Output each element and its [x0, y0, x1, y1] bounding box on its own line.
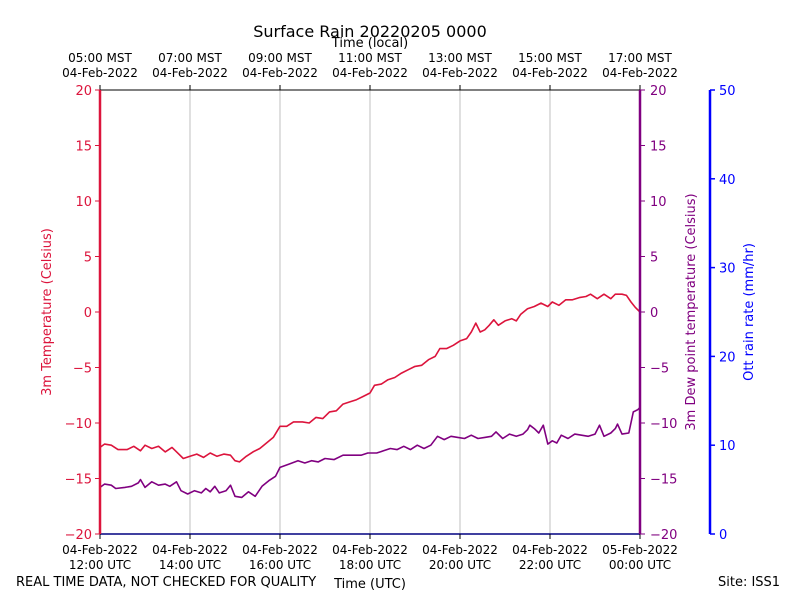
quality-note: REAL TIME DATA, NOT CHECKED FOR QUALITY [16, 575, 317, 590]
x-top-tick-label-time: 17:00 MST [608, 51, 672, 65]
x-top-tick-label-time: 09:00 MST [248, 51, 312, 65]
rain-y-tick-label: 30 [719, 262, 736, 277]
rain-y-tick-label: 10 [719, 439, 736, 454]
x-axis-bottom-label: Time (UTC) [333, 577, 406, 592]
left-y-tick-label: −20 [65, 528, 92, 543]
right-y-tick-label: 15 [650, 140, 667, 155]
right-y-tick-label: 5 [650, 251, 658, 266]
x-tick-label-date: 04-Feb-2022 [512, 543, 588, 557]
x-tick-label-date: 04-Feb-2022 [152, 543, 228, 557]
x-tick-label-time: 18:00 UTC [339, 558, 401, 572]
right-y-tick-label: −20 [650, 528, 677, 543]
x-tick-label-date: 04-Feb-2022 [332, 543, 408, 557]
chart-title: Surface Rain 20220205 0000 [253, 22, 487, 41]
left-y-axis-label: 3m Temperature (Celsius) [40, 228, 55, 396]
left-y-tick-label: 15 [75, 140, 92, 155]
x-tick-label-date: 04-Feb-2022 [422, 543, 498, 557]
rain-y-tick-label: 0 [719, 528, 727, 543]
right-y-axis-label: 3m Dew point temperature (Celsius) [684, 193, 699, 430]
x-top-tick-label-date: 04-Feb-2022 [242, 66, 318, 80]
left-y-tick-label: 20 [75, 84, 92, 99]
x-top-tick-label-time: 05:00 MST [68, 51, 132, 65]
left-y-tick-label: −15 [65, 473, 92, 488]
plot-frame [98, 89, 712, 535]
x-top-tick-label-date: 04-Feb-2022 [602, 66, 678, 80]
left-y-tick-label: 0 [84, 306, 92, 321]
right-y-tick-label: −10 [650, 417, 677, 432]
x-top-tick-label-time: 11:00 MST [338, 51, 402, 65]
series-layer [99, 293, 641, 499]
x-top-tick-label-date: 04-Feb-2022 [332, 66, 408, 80]
x-tick-label-date: 05-Feb-2022 [602, 543, 678, 557]
x-tick-label-date: 04-Feb-2022 [62, 543, 138, 557]
rain-y-axis-label: Ott rain rate (mm/hr) [742, 243, 757, 381]
rain-y-tick-label: 50 [719, 84, 736, 99]
x-tick-label-time: 22:00 UTC [519, 558, 581, 572]
temperature-line [99, 293, 641, 463]
right-y-tick-label: −15 [650, 473, 677, 488]
right-y-tick-label: 0 [650, 306, 658, 321]
x-top-tick-label-date: 04-Feb-2022 [422, 66, 498, 80]
x-tick-label-time: 20:00 UTC [429, 558, 491, 572]
x-tick-label-time: 14:00 UTC [159, 558, 221, 572]
rain-y-tick-label: 40 [719, 173, 736, 188]
left-y-tick-label: −5 [73, 362, 92, 377]
rain-y-tick-label: 20 [719, 350, 736, 365]
right-y-tick-label: 20 [650, 84, 667, 99]
x-top-tick-label-date: 04-Feb-2022 [152, 66, 228, 80]
x-tick-label-date: 04-Feb-2022 [242, 543, 318, 557]
left-y-tick-label: 10 [75, 195, 92, 210]
left-y-tick-label: 5 [84, 251, 92, 266]
x-top-tick-label-time: 13:00 MST [428, 51, 492, 65]
left-y-tick-label: −10 [65, 417, 92, 432]
dewpoint-line [99, 406, 641, 499]
x-tick-label-time: 12:00 UTC [69, 558, 131, 572]
grid [189, 90, 551, 534]
x-top-tick-label-time: 15:00 MST [518, 51, 582, 65]
right-y-tick-label: 10 [650, 195, 667, 210]
x-tick-label-time: 00:00 UTC [609, 558, 671, 572]
site-label: Site: ISS1 [718, 575, 781, 590]
x-top-tick-label-date: 04-Feb-2022 [512, 66, 588, 80]
x-axis-top-label: Time (local) [331, 36, 408, 51]
x-tick-label-time: 16:00 UTC [249, 558, 311, 572]
right-y-tick-label: −5 [650, 362, 669, 377]
x-top-tick-label-time: 07:00 MST [158, 51, 222, 65]
x-top-tick-label-date: 04-Feb-2022 [62, 66, 138, 80]
